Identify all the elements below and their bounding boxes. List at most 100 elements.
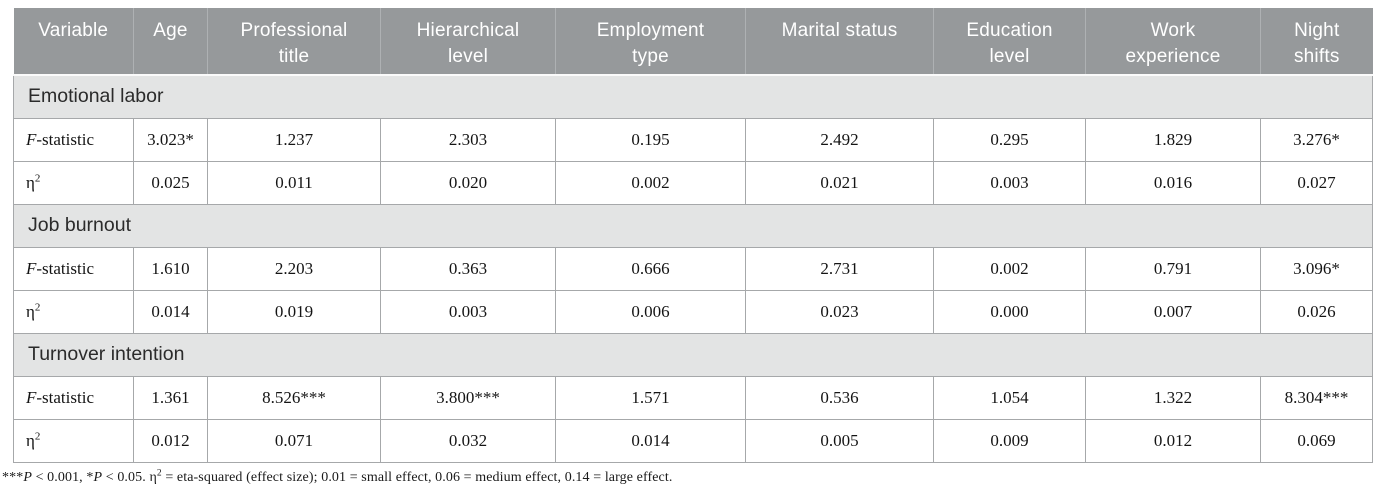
footnote-text: < 0.05. [102,469,150,485]
cell-eta-marital-status: 0.023 [745,289,934,334]
cell-f-night-shifts: 3.096* [1260,246,1373,291]
cell-eta-professional-title: 0.011 [207,160,381,205]
header-line: shifts [1293,46,1340,67]
f-suffix: -statistic [36,258,94,278]
cell-f-age: 1.610 [133,246,208,291]
cell-eta-age: 0.014 [133,289,208,334]
cell-eta-marital-status: 0.005 [745,418,934,463]
cell-f-age: 1.361 [133,375,208,420]
cell-eta-night-shifts: 0.069 [1260,418,1373,463]
cell-f-work-experience: 0.791 [1085,246,1261,291]
cell-f-age: 3.023* [133,117,208,162]
cell-eta-education-level: 0.000 [933,289,1086,334]
cell-eta-work-experience: 0.007 [1085,289,1261,334]
cell-f-professional-title: 8.526*** [207,375,381,420]
section-title: Turnover intention [13,332,1373,377]
cell-f-marital-status: 2.492 [745,117,934,162]
eta-superscript: 2 [34,300,41,313]
eta-symbol: η [149,469,157,485]
cell-f-night-shifts: 3.276* [1260,117,1373,162]
cell-eta-professional-title: 0.019 [207,289,381,334]
column-header-professional-title: Professional title [207,8,381,76]
cell-eta-work-experience: 0.016 [1085,160,1261,205]
header-line: Marital status [781,20,898,41]
significance-star: * [86,469,94,485]
header-row: Variable Age Professional title Hierarchi… [13,8,1373,76]
eta-symbol: η [26,172,35,192]
significance-stars: *** [2,469,24,485]
f-suffix: -statistic [36,387,94,407]
cell-eta-hierarchical-level: 0.020 [380,160,556,205]
section-title: Emotional labor [13,74,1373,119]
header-line: Variable [38,20,109,41]
column-header-night-shifts: Night shifts [1260,8,1373,76]
header-line: type [632,46,669,67]
row-label-f-statistic: F-statistic [13,375,134,420]
row-label-eta-squared: η2 [13,418,134,463]
section-row-emotional-labor: Emotional labor [13,74,1373,119]
section-row-job-burnout: Job burnout [13,203,1373,248]
header-line: Employment [596,20,705,41]
p-symbol: P [93,469,103,485]
cell-eta-education-level: 0.003 [933,160,1086,205]
f-symbol: F [26,387,37,407]
cell-f-employment-type: 0.195 [555,117,746,162]
cell-f-employment-type: 1.571 [555,375,746,420]
p-symbol: P [23,469,32,485]
table-row: η2 0.012 0.071 0.032 0.014 0.005 0.009 0… [13,418,1373,463]
header-line: title [278,46,310,67]
table-header: Variable Age Professional title Hierarchi… [13,8,1373,76]
header-line: Hierarchical [416,20,520,41]
f-suffix: -statistic [36,129,94,149]
cell-eta-age: 0.012 [133,418,208,463]
table-row: F-statistic 1.361 8.526*** 3.800*** 1.57… [13,375,1373,420]
eta-superscript: 2 [34,429,41,442]
cell-f-marital-status: 0.536 [745,375,934,420]
cell-eta-education-level: 0.009 [933,418,1086,463]
eta-symbol: η [26,301,35,321]
row-label-f-statistic: F-statistic [13,246,134,291]
cell-f-work-experience: 1.322 [1085,375,1261,420]
row-label-eta-squared: η2 [13,160,134,205]
column-header-variable: Variable [13,8,134,76]
cell-eta-professional-title: 0.071 [207,418,381,463]
row-label-f-statistic: F-statistic [13,117,134,162]
cell-eta-night-shifts: 0.027 [1260,160,1373,205]
table-row: η2 0.014 0.019 0.003 0.006 0.023 0.000 0… [13,289,1373,334]
cell-f-education-level: 0.295 [933,117,1086,162]
anova-results-table: Variable Age Professional title Hierarchi… [13,8,1373,463]
cell-eta-work-experience: 0.012 [1085,418,1261,463]
eta-superscript: 2 [34,171,41,184]
cell-f-marital-status: 2.731 [745,246,934,291]
cell-f-education-level: 1.054 [933,375,1086,420]
table-row: F-statistic 3.023* 1.237 2.303 0.195 2.4… [13,117,1373,162]
footnote-text: < 0.001, [31,469,87,485]
cell-f-professional-title: 1.237 [207,117,381,162]
f-symbol: F [26,129,37,149]
column-header-age: Age [133,8,208,76]
cell-eta-age: 0.025 [133,160,208,205]
cell-f-professional-title: 2.203 [207,246,381,291]
footnote-text: = eta-squared (effect size); 0.01 = smal… [161,469,673,485]
column-header-marital-status: Marital status [745,8,934,76]
column-header-employment-type: Employment type [555,8,746,76]
eta-superscript: 2 [156,467,162,478]
header-line: level [989,46,1030,67]
header-line: Night [1294,20,1340,41]
section-title: Job burnout [13,203,1373,248]
table-row: η2 0.025 0.011 0.020 0.002 0.021 0.003 0… [13,160,1373,205]
cell-f-hierarchical-level: 3.800*** [380,375,556,420]
table-row: F-statistic 1.610 2.203 0.363 0.666 2.73… [13,246,1373,291]
cell-eta-marital-status: 0.021 [745,160,934,205]
cell-eta-employment-type: 0.014 [555,418,746,463]
section-row-turnover-intention: Turnover intention [13,332,1373,377]
header-line: level [447,46,489,67]
cell-f-education-level: 0.002 [933,246,1086,291]
cell-f-work-experience: 1.829 [1085,117,1261,162]
cell-f-night-shifts: 8.304*** [1260,375,1373,420]
column-header-hierarchical-level: Hierarchical level [380,8,556,76]
eta-symbol: η [26,430,35,450]
cell-eta-employment-type: 0.006 [555,289,746,334]
header-line: Professional [240,20,348,41]
row-label-eta-squared: η2 [13,289,134,334]
